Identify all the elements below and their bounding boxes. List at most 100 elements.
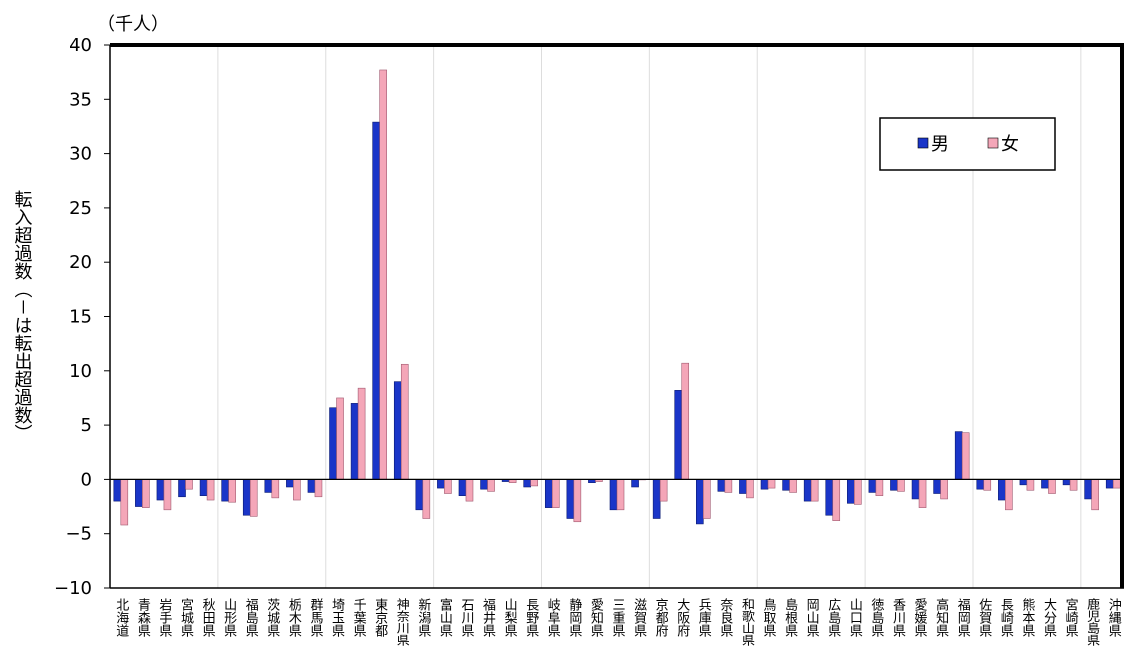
bar (767, 479, 776, 489)
x-tick-label: 三重県 (610, 598, 626, 637)
bar (437, 479, 445, 489)
bar (739, 479, 747, 494)
bar (616, 479, 625, 511)
x-tick-label: 奈良県 (717, 598, 733, 637)
bar (156, 479, 165, 501)
y-tick-label: 5 (81, 415, 92, 436)
y-tick-label: 40 (69, 35, 92, 56)
x-tick-label: 群馬県 (307, 598, 323, 637)
x-tick-label: 高知県 (933, 597, 949, 637)
legend-swatch (987, 137, 999, 149)
x-tick-label: 愛媛県 (912, 598, 928, 637)
x-tick-label: 愛知県 (588, 598, 604, 637)
bar (1069, 479, 1078, 491)
x-tick-label: 神奈川県 (394, 598, 410, 646)
bar (393, 381, 402, 480)
bar (458, 479, 467, 496)
bar (631, 479, 639, 488)
bar (379, 69, 387, 480)
x-tick-label: 千葉県 (351, 598, 367, 637)
bar (652, 479, 661, 519)
bar (178, 479, 186, 498)
bar (444, 479, 452, 494)
x-tick-label: 北海道 (113, 598, 129, 637)
bar (206, 479, 215, 501)
bar (329, 407, 337, 480)
legend-swatch (917, 137, 929, 149)
x-tick-label: 茨城県 (264, 598, 280, 637)
x-tick-label: 秋田県 (200, 598, 216, 637)
x-tick-label: 滋賀県 (631, 598, 647, 637)
x-tick-label: 長崎県 (998, 598, 1014, 637)
bar (221, 479, 229, 502)
x-tick-label: 石川県 (458, 598, 474, 637)
bar (307, 479, 316, 493)
bar (372, 121, 380, 480)
bar (782, 479, 790, 491)
bar (113, 479, 122, 502)
x-tick-label: 広島県 (825, 598, 841, 637)
bar (933, 479, 941, 494)
bar (1084, 479, 1092, 500)
bar (480, 479, 488, 490)
y-tick-label: 10 (69, 361, 92, 382)
bar (293, 479, 301, 501)
x-tick-label: 徳島県 (868, 598, 884, 637)
x-tick-label: 宮城県 (178, 597, 194, 637)
bar (983, 479, 992, 491)
bar (854, 479, 862, 505)
x-tick-label: 東京都 (372, 597, 388, 637)
bar (271, 479, 280, 499)
bar (314, 479, 323, 498)
bar (530, 479, 539, 487)
y-tick-label: 15 (69, 307, 92, 328)
bar (789, 479, 797, 493)
x-tick-label: 静岡県 (566, 598, 582, 637)
x-tick-label: 島根県 (782, 598, 798, 637)
legend-label: 男 (931, 134, 949, 155)
y-tick-label: −5 (65, 524, 92, 545)
x-tick-label: 青森県 (135, 598, 151, 637)
bar (422, 479, 431, 519)
bar (264, 479, 273, 493)
bar (961, 432, 970, 480)
y-tick-label: 35 (69, 89, 92, 110)
bar (609, 479, 618, 511)
x-tick-label: 香川県 (890, 598, 906, 637)
bar (868, 479, 877, 493)
bar (911, 479, 920, 500)
bar (286, 479, 294, 488)
bar (249, 479, 258, 517)
x-tick-label: 京都府 (653, 598, 669, 638)
x-tick-label: 宮崎県 (1063, 597, 1079, 637)
unit-label: （千人） (97, 14, 169, 35)
bar (487, 479, 495, 492)
bar (1019, 479, 1028, 486)
bar (847, 479, 855, 504)
x-tick-label: 山梨県 (502, 598, 518, 637)
x-tick-label: 岩手県 (156, 598, 172, 637)
bar (695, 479, 704, 525)
bar (1062, 479, 1071, 486)
bar (810, 479, 819, 502)
x-tick-label: 長野県 (523, 598, 539, 637)
bar (199, 479, 208, 496)
bar (976, 479, 985, 490)
legend-box (879, 117, 1056, 171)
x-tick-label: 兵庫県 (696, 598, 712, 637)
x-tick-label: 栃木県 (286, 598, 302, 637)
bar (825, 479, 834, 516)
bar (357, 387, 366, 480)
bar (336, 397, 344, 480)
bar (1005, 479, 1013, 511)
x-tick-label: 大分県 (1041, 598, 1057, 637)
bar (659, 479, 668, 502)
bar (1048, 479, 1056, 494)
x-tick-label: 山形県 (221, 598, 237, 637)
y-tick-label: 25 (69, 198, 92, 219)
bar (681, 362, 690, 480)
bar (760, 479, 769, 490)
x-tick-label: 和歌山県 (739, 598, 755, 646)
bar (544, 479, 553, 508)
